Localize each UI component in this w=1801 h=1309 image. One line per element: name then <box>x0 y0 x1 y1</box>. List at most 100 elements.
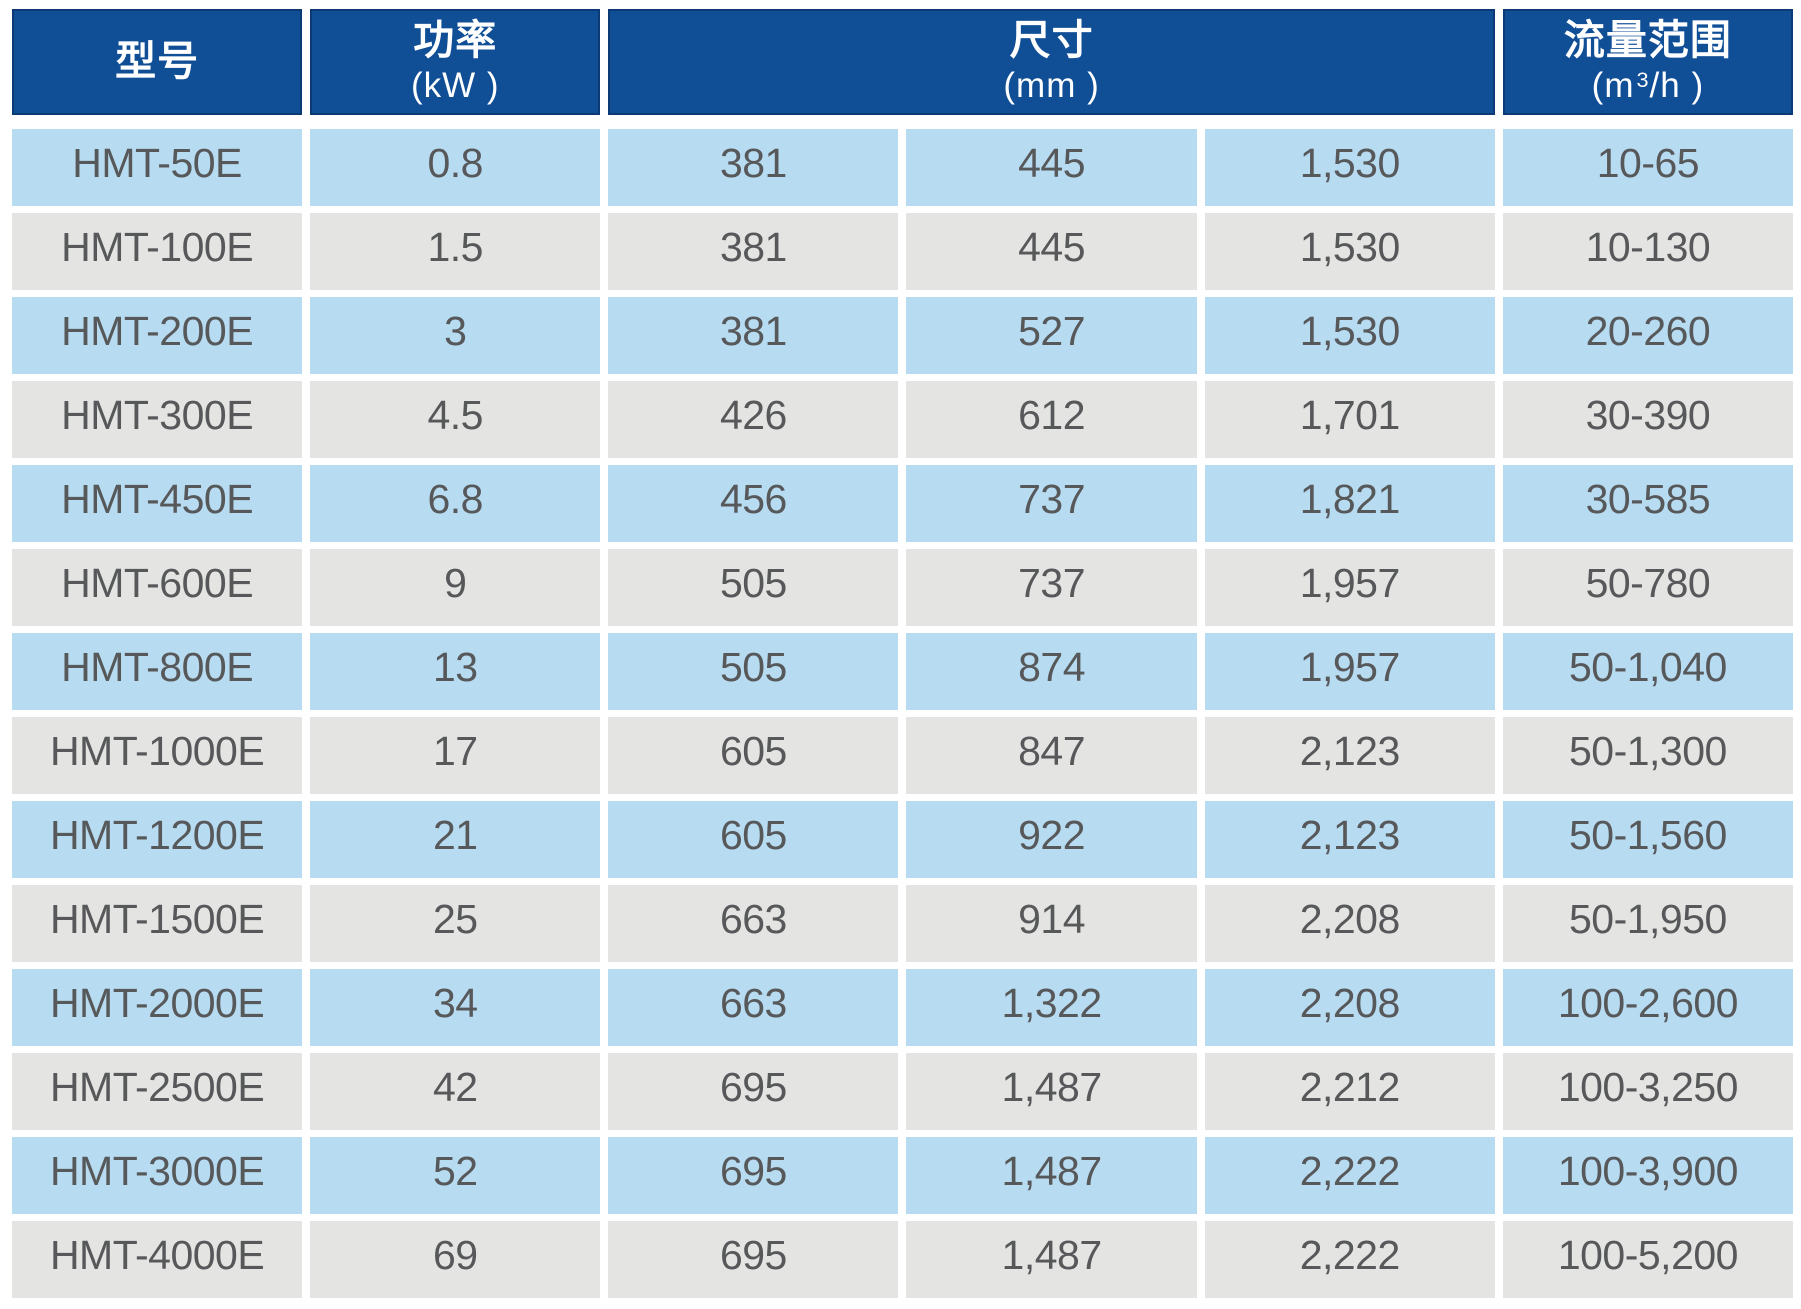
dim-height-cell: 1,821 <box>1204 465 1495 542</box>
dim-depth-cell: 847 <box>906 717 1197 794</box>
dim-depth-cell: 612 <box>906 381 1197 458</box>
power-cell: 3 <box>310 297 601 374</box>
dim-width-cell: 381 <box>608 297 899 374</box>
header-power-unit: (kW ) <box>410 66 500 106</box>
header-size-unit: (mm ) <box>1003 66 1100 106</box>
dim-height-cell: 2,222 <box>1204 1221 1495 1298</box>
model-cell: HMT-450E <box>12 465 303 542</box>
dim-width-cell: 456 <box>608 465 899 542</box>
dim-depth-cell: 1,487 <box>906 1137 1197 1214</box>
model-cell: HMT-1500E <box>12 885 303 962</box>
flow-range-cell: 50-1,300 <box>1502 717 1793 794</box>
flow-range-cell: 30-585 <box>1502 465 1793 542</box>
power-cell: 6.8 <box>310 465 601 542</box>
dim-width-cell: 426 <box>608 381 899 458</box>
dim-depth-cell: 737 <box>906 549 1197 626</box>
model-cell: HMT-3000E <box>12 1137 303 1214</box>
flow-range-cell: 30-390 <box>1502 381 1793 458</box>
power-cell: 1.5 <box>310 213 601 290</box>
dim-width-cell: 663 <box>608 885 899 962</box>
model-cell: HMT-200E <box>12 297 303 374</box>
dim-width-cell: 695 <box>608 1137 899 1214</box>
power-cell: 9 <box>310 549 601 626</box>
dim-depth-cell: 1,487 <box>906 1053 1197 1130</box>
power-cell: 17 <box>310 717 601 794</box>
dim-width-cell: 381 <box>608 129 899 206</box>
flow-range-cell: 100-5,200 <box>1502 1221 1793 1298</box>
flow-range-cell: 100-3,900 <box>1502 1137 1793 1214</box>
dim-width-cell: 605 <box>608 801 899 878</box>
dim-height-cell: 1,530 <box>1204 297 1495 374</box>
model-cell: HMT-800E <box>12 633 303 710</box>
header-flow-label: 流量范围 <box>1563 17 1732 64</box>
flow-range-cell: 100-2,600 <box>1502 969 1793 1046</box>
dim-width-cell: 663 <box>608 969 899 1046</box>
flow-range-cell: 50-1,040 <box>1502 633 1793 710</box>
dim-height-cell: 1,530 <box>1204 129 1495 206</box>
dim-height-cell: 2,208 <box>1204 885 1495 962</box>
model-cell: HMT-1200E <box>12 801 303 878</box>
spec-table: 型号 功率 (kW ) 尺寸 (mm ) 流量范围 (m3/h ) HMT-50… <box>12 9 1793 1298</box>
flow-range-cell: 50-1,560 <box>1502 801 1793 878</box>
model-cell: HMT-300E <box>12 381 303 458</box>
dim-height-cell: 1,701 <box>1204 381 1495 458</box>
power-cell: 21 <box>310 801 601 878</box>
model-cell: HMT-100E <box>12 213 303 290</box>
header-cell-power: 功率 (kW ) <box>310 9 601 115</box>
dim-depth-cell: 874 <box>906 633 1197 710</box>
dim-width-cell: 381 <box>608 213 899 290</box>
power-cell: 69 <box>310 1221 601 1298</box>
header-cell-flow: 流量范围 (m3/h ) <box>1502 9 1793 115</box>
dim-width-cell: 695 <box>608 1053 899 1130</box>
dim-depth-cell: 1,322 <box>906 969 1197 1046</box>
header-model-label: 型号 <box>115 38 200 85</box>
power-cell: 4.5 <box>310 381 601 458</box>
header-cell-size: 尺寸 (mm ) <box>608 9 1495 115</box>
header-cell-model: 型号 <box>12 9 303 115</box>
power-cell: 34 <box>310 969 601 1046</box>
dim-height-cell: 2,222 <box>1204 1137 1495 1214</box>
dim-width-cell: 695 <box>608 1221 899 1298</box>
dim-depth-cell: 737 <box>906 465 1197 542</box>
dim-height-cell: 1,957 <box>1204 633 1495 710</box>
power-cell: 0.8 <box>310 129 601 206</box>
dim-depth-cell: 1,487 <box>906 1221 1197 1298</box>
flow-range-cell: 50-1,950 <box>1502 885 1793 962</box>
flow-range-cell: 50-780 <box>1502 549 1793 626</box>
model-cell: HMT-2500E <box>12 1053 303 1130</box>
model-cell: HMT-4000E <box>12 1221 303 1298</box>
header-flow-unit: (m3/h ) <box>1591 66 1705 106</box>
flow-range-cell: 10-130 <box>1502 213 1793 290</box>
dim-depth-cell: 914 <box>906 885 1197 962</box>
model-cell: HMT-600E <box>12 549 303 626</box>
dim-width-cell: 505 <box>608 633 899 710</box>
dim-depth-cell: 922 <box>906 801 1197 878</box>
dim-height-cell: 2,123 <box>1204 717 1495 794</box>
flow-range-cell: 20-260 <box>1502 297 1793 374</box>
dim-height-cell: 1,957 <box>1204 549 1495 626</box>
power-cell: 52 <box>310 1137 601 1214</box>
header-power-label: 功率 <box>413 17 498 64</box>
dim-depth-cell: 445 <box>906 213 1197 290</box>
dim-height-cell: 1,530 <box>1204 213 1495 290</box>
dim-height-cell: 2,212 <box>1204 1053 1495 1130</box>
dim-depth-cell: 527 <box>906 297 1197 374</box>
power-cell: 13 <box>310 633 601 710</box>
table-header: 型号 功率 (kW ) 尺寸 (mm ) 流量范围 (m3/h ) <box>12 9 1793 115</box>
model-cell: HMT-1000E <box>12 717 303 794</box>
dim-width-cell: 505 <box>608 549 899 626</box>
model-cell: HMT-2000E <box>12 969 303 1046</box>
dim-depth-cell: 445 <box>906 129 1197 206</box>
power-cell: 42 <box>310 1053 601 1130</box>
model-cell: HMT-50E <box>12 129 303 206</box>
power-cell: 25 <box>310 885 601 962</box>
dim-height-cell: 2,208 <box>1204 969 1495 1046</box>
table-body: HMT-50E 0.8 381 445 1,530 10-65 HMT-100E 1.5 381… <box>12 129 1793 1298</box>
flow-unit-superscript: 3 <box>1636 67 1650 93</box>
flow-range-cell: 100-3,250 <box>1502 1053 1793 1130</box>
flow-range-cell: 10-65 <box>1502 129 1793 206</box>
dim-width-cell: 605 <box>608 717 899 794</box>
dim-height-cell: 2,123 <box>1204 801 1495 878</box>
header-size-label: 尺寸 <box>1009 17 1094 64</box>
